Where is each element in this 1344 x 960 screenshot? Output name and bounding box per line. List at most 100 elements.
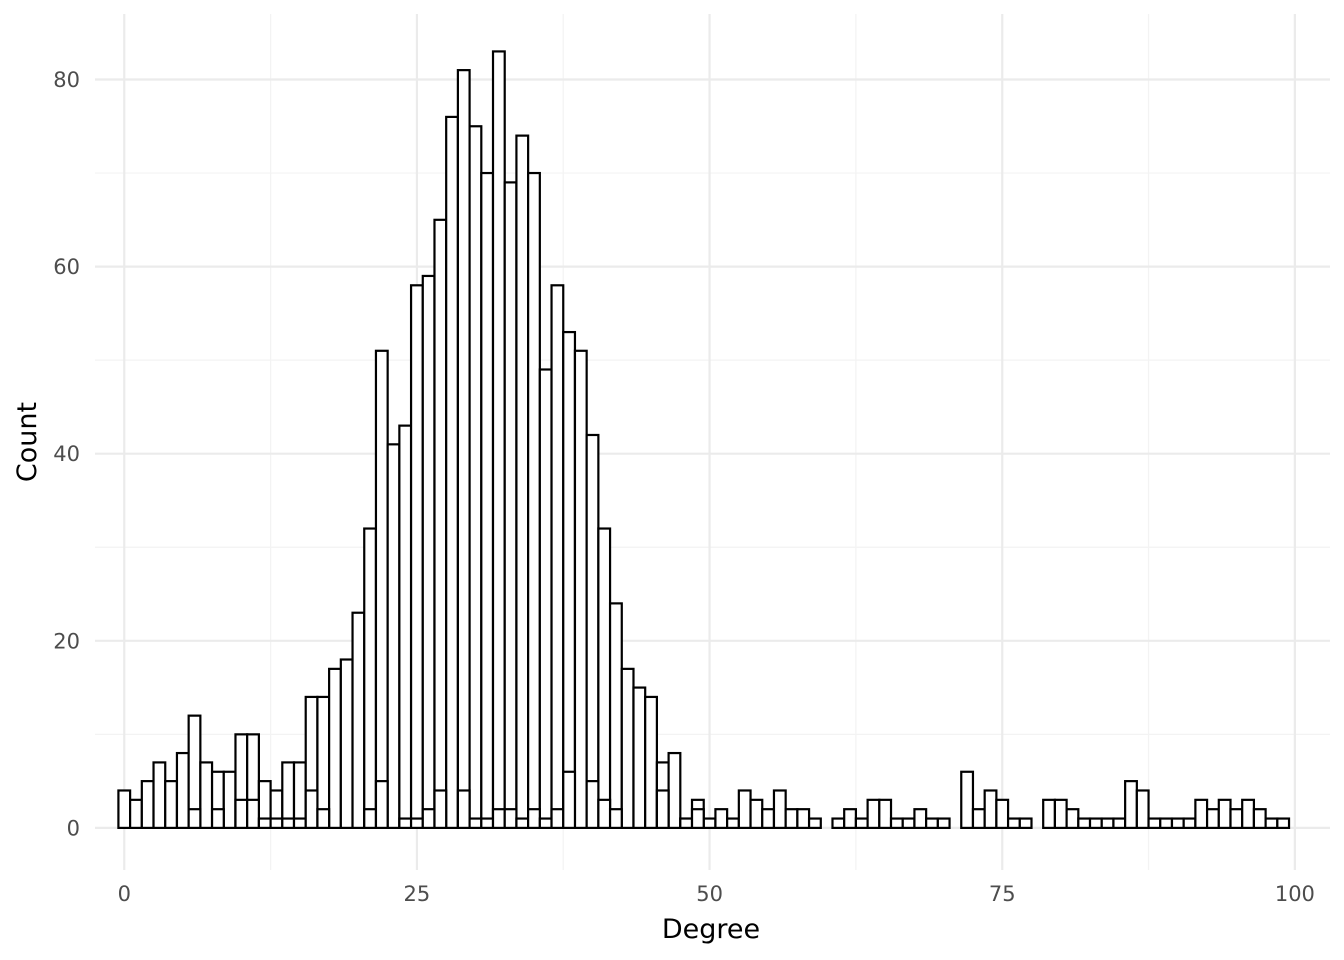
histogram-bar <box>1112 817 1127 830</box>
histogram-bar <box>538 368 553 830</box>
x-tick-label: 25 <box>404 882 431 906</box>
histogram-bar <box>772 789 787 830</box>
histogram-bar <box>468 125 483 830</box>
histogram-bar <box>421 808 436 830</box>
histogram-bar <box>175 751 190 830</box>
histogram-bar <box>913 808 928 830</box>
bars <box>117 50 1291 830</box>
histogram-bar <box>456 69 471 830</box>
histogram-bar <box>925 817 939 830</box>
histogram-bar <box>515 817 530 830</box>
histogram-bar <box>1205 808 1220 830</box>
histogram-bar <box>445 115 459 830</box>
x-tick-label: 75 <box>989 882 1016 906</box>
histogram-bar <box>644 695 658 830</box>
histogram-bar <box>398 817 413 830</box>
histogram-bar <box>1147 817 1162 830</box>
histogram-bar <box>187 808 202 830</box>
histogram-bar <box>714 808 729 830</box>
histogram-bar <box>433 218 448 830</box>
histogram-bar <box>480 171 495 830</box>
histogram-bar <box>901 817 916 830</box>
histogram-bar <box>597 527 612 830</box>
x-tick-label: 50 <box>696 882 723 906</box>
histogram-bar <box>374 349 389 830</box>
histogram-bar <box>491 50 506 830</box>
histogram-bar <box>1264 817 1279 830</box>
histogram-bar <box>1042 798 1057 830</box>
y-axis-title: Count <box>12 402 43 482</box>
x-axis-title: Degree <box>662 914 760 945</box>
histogram-bar <box>690 808 705 830</box>
histogram-bar <box>164 780 179 830</box>
histogram-bar <box>831 817 846 830</box>
histogram-bar <box>936 817 951 830</box>
y-tick-label: 40 <box>53 442 80 466</box>
histogram-bar <box>726 817 740 830</box>
y-tick-label: 80 <box>53 68 80 92</box>
grid <box>95 14 1330 870</box>
histogram-bar <box>199 761 214 830</box>
histogram-bar <box>515 134 530 830</box>
histogram-bar <box>655 789 670 830</box>
histogram-bar <box>421 274 436 830</box>
histogram-bar <box>491 808 506 830</box>
histogram-bar <box>843 808 858 830</box>
histogram-bar <box>316 808 331 830</box>
histogram-bar <box>1065 808 1080 830</box>
histogram-bar <box>339 658 354 830</box>
histogram-bar <box>784 808 799 830</box>
histogram-bar <box>1276 817 1291 830</box>
histogram-bar <box>1217 798 1232 830</box>
histogram-bar <box>550 808 565 830</box>
histogram-bar <box>222 770 237 830</box>
histogram-bar <box>562 770 577 830</box>
histogram-bar <box>140 780 155 830</box>
histogram-bar <box>573 349 588 830</box>
histogram-bar <box>620 667 635 830</box>
histogram-bar <box>1018 817 1033 830</box>
x-axis-ticks: 0 25 50 75 100 <box>118 882 1315 906</box>
histogram-bar <box>608 602 623 830</box>
histogram-bar <box>1229 808 1244 830</box>
histogram-bar <box>702 817 717 830</box>
histogram-bar <box>761 808 776 830</box>
histogram-bar <box>456 789 471 830</box>
y-tick-label: 20 <box>53 629 80 653</box>
histogram-bar <box>292 817 307 830</box>
histogram-bar <box>538 817 553 830</box>
histogram-bar <box>527 171 541 830</box>
y-tick-label: 60 <box>53 255 80 279</box>
histogram-bar <box>480 817 495 830</box>
histogram-bar <box>374 780 389 830</box>
histogram-bar <box>1159 817 1174 830</box>
histogram-bar <box>1053 798 1068 830</box>
histogram-bar <box>363 808 378 830</box>
histogram-bar <box>749 798 764 830</box>
histogram-bar <box>1182 817 1197 830</box>
histogram-bar <box>398 424 413 830</box>
histogram-bar <box>995 798 1010 830</box>
histogram-bar <box>632 686 647 830</box>
histogram-bar <box>269 817 284 830</box>
histogram-bar <box>796 808 811 830</box>
histogram-bar <box>737 789 752 830</box>
histogram-bar <box>878 798 893 830</box>
histogram-bar <box>503 181 518 830</box>
histogram-bar <box>152 761 167 830</box>
histogram-bar <box>1088 817 1103 830</box>
histogram-bar <box>281 817 296 830</box>
histogram-bar <box>1006 817 1021 830</box>
histogram-bar <box>234 798 249 830</box>
x-tick-label: 0 <box>118 882 131 906</box>
histogram-bar <box>1124 780 1138 830</box>
histogram-bar <box>807 817 822 830</box>
y-axis-ticks: 0 20 40 60 80 <box>53 68 80 840</box>
histogram-bar <box>210 808 225 830</box>
histogram-bar <box>889 817 904 830</box>
histogram-bar <box>679 817 694 830</box>
histogram-bar <box>409 284 424 830</box>
histogram-bar <box>257 817 272 830</box>
histogram-bar <box>1077 817 1092 830</box>
histogram-bar <box>1252 808 1267 830</box>
